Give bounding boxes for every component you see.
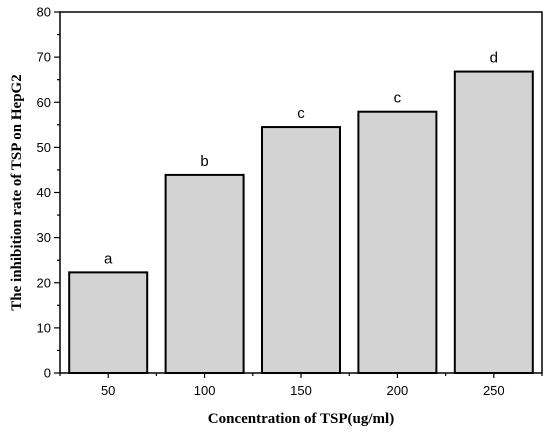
y-tick-label: 0 — [44, 366, 51, 381]
bar-significance-label: d — [490, 50, 498, 67]
bars-group — [68, 70, 534, 374]
bar-significance-label: a — [104, 250, 113, 267]
bar-50 — [68, 271, 149, 374]
bar-significance-label: c — [297, 105, 305, 122]
bar-150 — [261, 126, 341, 374]
axes-group: 0 10 20 30 40 50 60 70 80 50 100 150 200 250 — [37, 5, 543, 398]
bar-200 — [357, 110, 438, 374]
y-tick-label: 60 — [37, 95, 51, 110]
y-tick-label: 70 — [37, 50, 51, 65]
x-tick-label: 50 — [101, 383, 115, 398]
y-axis-title: The inhibition rate of TSP on HepG2 — [9, 74, 25, 310]
bar-significance-label: b — [200, 153, 208, 170]
y-tick-label: 20 — [37, 275, 51, 290]
x-tick-label: 200 — [387, 383, 409, 398]
x-axis-title: Concentration of TSP(ug/ml) — [208, 411, 394, 427]
y-tick-label: 80 — [37, 5, 51, 20]
bar-labels-group: a b c c d — [104, 50, 498, 268]
y-tick-label: 50 — [37, 140, 51, 155]
x-tick-label: 100 — [194, 383, 216, 398]
bar-significance-label: c — [394, 90, 402, 107]
x-tick-label: 150 — [290, 383, 312, 398]
y-tick-label: 30 — [37, 230, 51, 245]
bar-100 — [164, 173, 245, 374]
x-tick-label: 250 — [483, 383, 505, 398]
bar-250 — [453, 70, 534, 374]
y-tick-label: 10 — [37, 320, 51, 335]
y-tick-label: 40 — [37, 185, 51, 200]
